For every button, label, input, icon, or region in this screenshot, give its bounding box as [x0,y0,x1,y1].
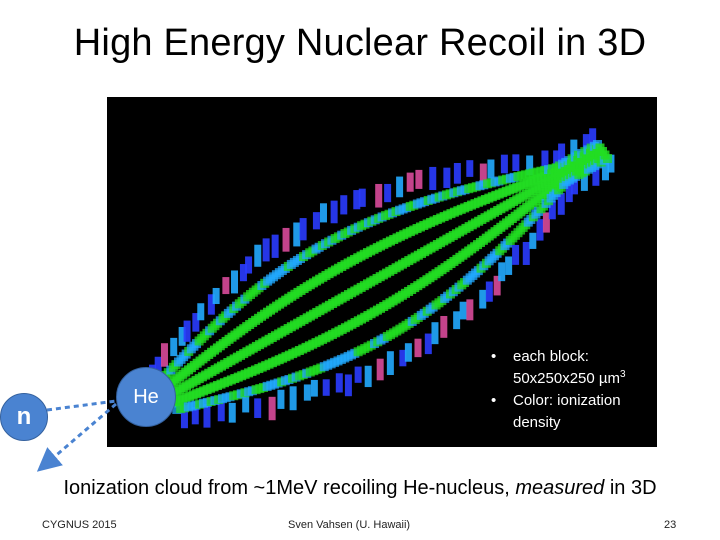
footer-page-number: 23 [664,519,677,531]
footer-author: Sven Vahsen (U. Hawaii) [288,519,411,531]
caption-text-end: in 3D [604,477,657,499]
bullet-superscript: 3 [620,369,626,380]
slide-caption: Ionization cloud from ~1MeV recoiling He… [0,477,720,500]
footer-conference: CYGNUS 2015 [42,519,117,531]
neutron-to-he-arrow [46,399,117,412]
bullet-item: • Color: ionization density [487,390,652,434]
ionization-cloud-image [149,128,615,429]
bullet-item: • each block: 50x250x250 µm3 [487,346,652,390]
ionization-blocks [149,128,615,429]
ionization-visualization [107,97,657,447]
bullet-list: • each block: 50x250x250 µm3 • Color: io… [487,346,652,434]
bullet-text: Color: ionization density [513,392,621,431]
bullet-text: each block: 50x250x250 µm [513,348,621,387]
bullet-dot: • [491,392,497,409]
helium-nucleus-circle: He [116,367,176,427]
scattered-neutron-arrow [36,402,117,472]
caption-text-start: Ionization cloud from ~1MeV recoiling He… [63,477,516,499]
bullet-dot: • [491,348,497,365]
neutron-circle: n [0,393,48,441]
caption-emphasis: measured [515,477,605,499]
slide-title: High Energy Nuclear Recoil in 3D [73,22,647,64]
